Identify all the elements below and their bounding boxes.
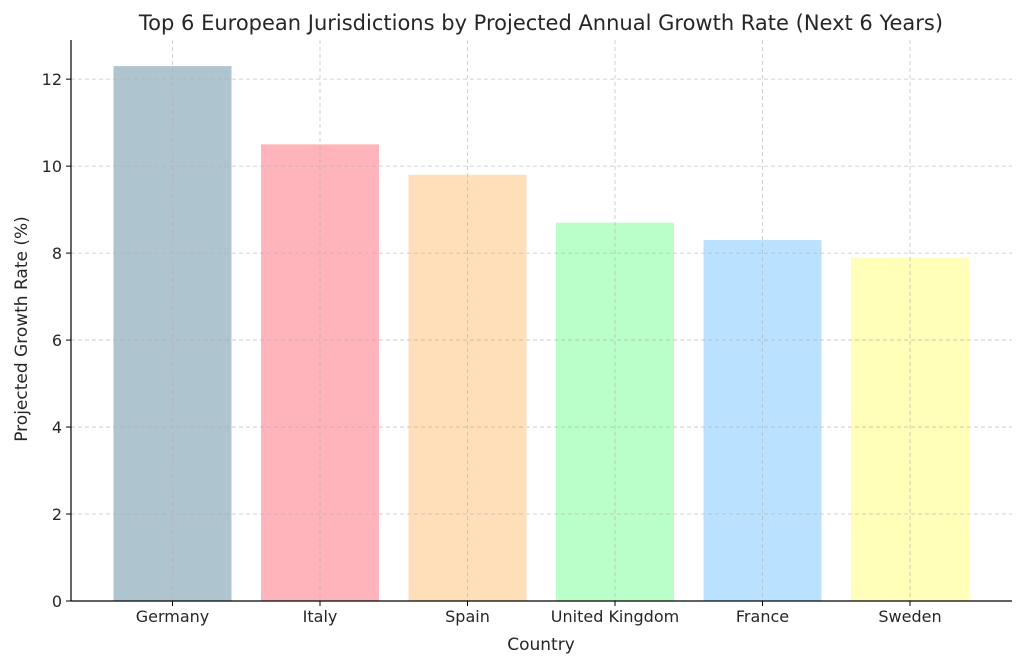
x-tick-label: Germany: [136, 607, 210, 626]
y-tick-label: 4: [52, 418, 62, 437]
ticks: 0 2 4 6 8 10 12 Germany Italy Spain United Kingdom…: [42, 70, 942, 626]
y-tick-label: 0: [52, 592, 62, 611]
y-tick-label: 12: [42, 70, 62, 89]
bars: [113, 66, 969, 602]
y-tick-label: 10: [42, 157, 62, 176]
x-tick-label: Spain: [445, 607, 490, 626]
y-axis-label: Projected Growth Rate (%): [12, 216, 32, 442]
y-tick-label: 6: [52, 331, 62, 350]
y-tick-label: 2: [52, 505, 62, 524]
x-tick-label: France: [736, 607, 789, 626]
axes: [70, 40, 1012, 602]
chart-title: Top 6 European Jurisdictions by Projecte…: [138, 11, 943, 35]
x-tick-label: Sweden: [878, 607, 941, 626]
x-axis-label: Country: [507, 635, 575, 655]
y-tick-label: 8: [52, 244, 62, 263]
x-tick-label: Italy: [303, 607, 338, 626]
x-tick-label: United Kingdom: [551, 607, 679, 626]
